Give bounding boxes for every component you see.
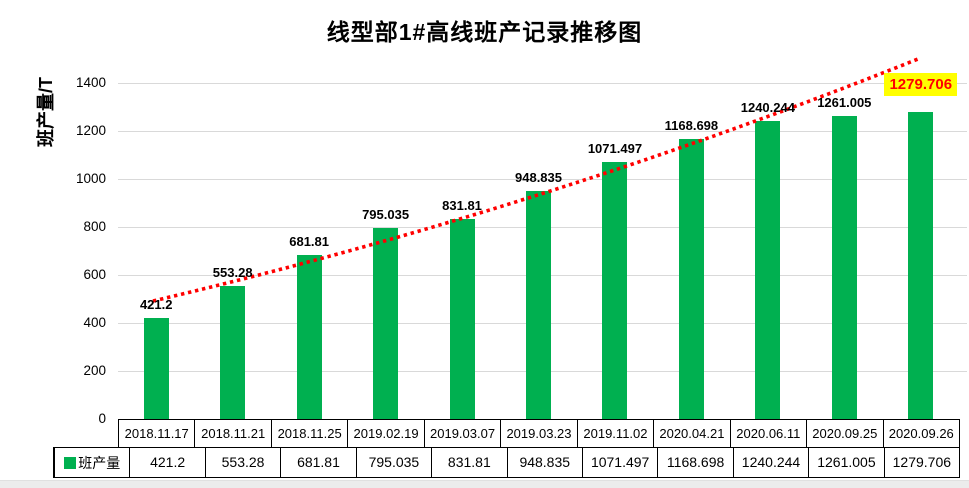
bar (831, 116, 857, 419)
table-value-cell: 421.2 (129, 448, 204, 477)
legend: 班产量 (54, 448, 129, 477)
y-tick-label: 400 (83, 315, 106, 330)
x-category-cell: 2020.09.25 (806, 420, 882, 447)
window-bottom-strip (0, 480, 969, 488)
bar-value-label: 553.28 (212, 265, 253, 281)
bar-value-label: 1071.497 (587, 140, 643, 156)
table-value-cell: 831.81 (431, 448, 506, 477)
bar-value-label: 1168.698 (664, 117, 719, 133)
bar (526, 191, 551, 419)
bar (373, 228, 399, 419)
bar-value-label: 948.835 (515, 170, 562, 186)
x-axis-category-row: 2018.11.17 2018.11.21 2018.11.25 2019.02.19… (118, 419, 960, 448)
bar-value-label: 795.035 (362, 207, 410, 223)
bar (143, 317, 169, 419)
bar (449, 219, 475, 419)
table-value-cell: 1261.005 (808, 448, 883, 477)
data-table-value-row: 班产量 421.2 553.28 681.81 795.035 831.81 948.83… (53, 447, 960, 478)
x-category-cell: 2018.11.25 (270, 420, 347, 447)
legend-swatch-icon (64, 456, 77, 469)
x-category-cell: 2019.02.19 (347, 420, 423, 447)
bar (296, 255, 322, 419)
y-tick-label: 200 (83, 363, 106, 378)
y-tick-label: 1000 (75, 171, 106, 186)
table-value-cell: 1168.698 (657, 448, 732, 477)
gridline (118, 83, 967, 84)
table-value-cell: 1240.244 (732, 448, 808, 477)
x-category-cell: 2018.11.17 (124, 426, 189, 441)
bar (908, 111, 934, 419)
x-category-cell: 2020.06.11 (729, 420, 806, 447)
table-value-cell: 553.28 (204, 448, 280, 477)
bar-value-label-highlighted: 1279.706 (861, 72, 969, 96)
table-value-cell: 681.81 (280, 448, 355, 477)
chart-title: 线型部1#高线班产记录推移图 (326, 19, 643, 45)
y-tick-label: 0 (98, 411, 106, 426)
legend-series-label: 班产量 (78, 454, 121, 471)
bar-value-label: 421.2 (139, 296, 173, 312)
x-category-cell: 2018.11.21 (194, 420, 270, 447)
x-category-cell: 2019.03.23 (500, 420, 576, 447)
bar-value-label: 831.81 (442, 198, 482, 214)
table-value-cell: 1071.497 (581, 448, 657, 477)
bar (602, 161, 628, 419)
bar (220, 286, 246, 419)
y-tick-label: 800 (83, 219, 106, 234)
y-tick-label: 600 (83, 267, 106, 282)
bar (678, 138, 704, 419)
x-category-cell: 2020.04.21 (653, 420, 729, 447)
bar-value-label: 1240.244 (740, 100, 795, 116)
x-category-cell: 2019.11.02 (576, 420, 653, 447)
bar-value-label: 1261.005 (817, 95, 872, 111)
x-category-cell: 2020.09.26 (882, 420, 959, 447)
table-value-cell: 948.835 (506, 448, 582, 477)
bar-value-label: 681.81 (289, 234, 329, 250)
table-value-cell: 795.035 (355, 448, 431, 477)
y-tick-label: 1400 (75, 75, 106, 90)
x-category-cell: 2019.03.07 (423, 420, 500, 447)
y-tick-label: 1200 (75, 123, 106, 138)
bar (755, 121, 781, 419)
table-value-cell: 1279.706 (883, 448, 959, 477)
